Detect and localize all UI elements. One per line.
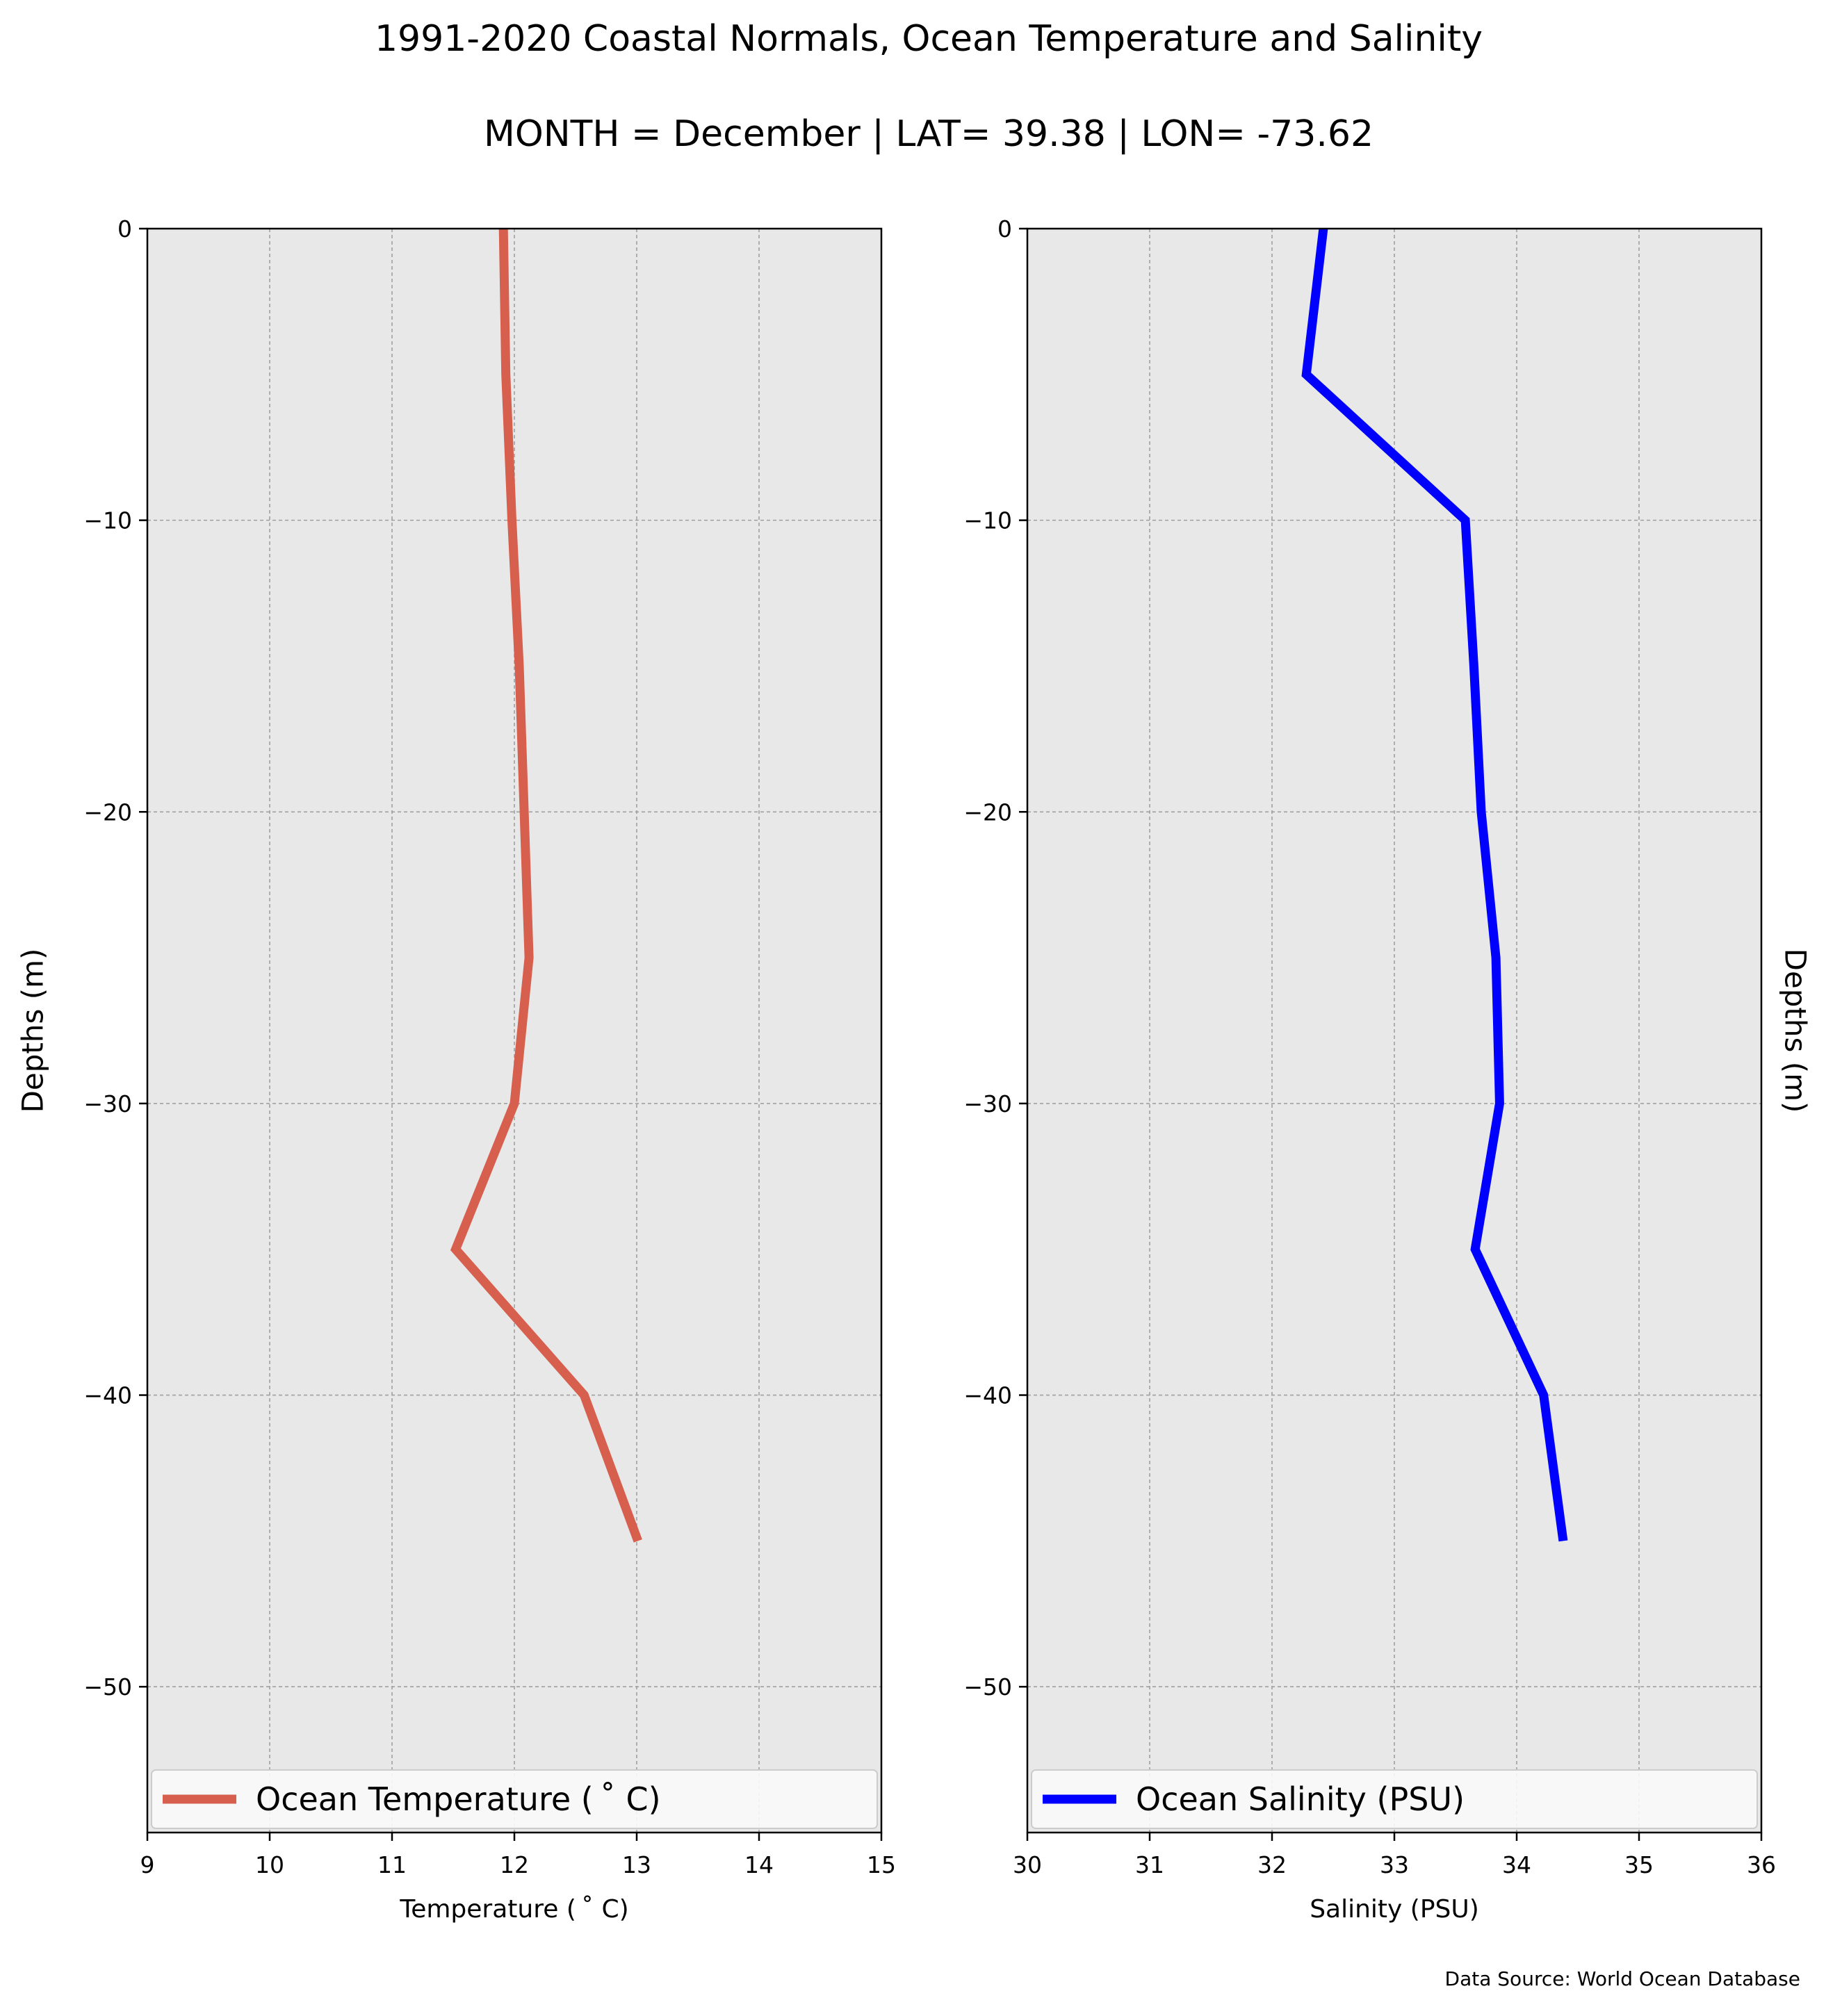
salinity-x-tick-label: 32 [1257,1851,1287,1878]
salinity-legend-label: Ocean Salinity (PSU) [1136,1780,1465,1818]
salinity-panel: Ocean Salinity (PSU) 30 31 32 33 34 35 36 0 −10… [963,215,1812,1924]
salinity-x-tick-label: 30 [1013,1851,1042,1878]
salinity-y-tick-label: −40 [963,1382,1012,1409]
temperature-y-tick-label: −20 [83,798,132,826]
temperature-series-line [450,228,642,1543]
chart-title: 1991-2020 Coastal Normals, Ocean Tempera… [375,18,1483,60]
salinity-legend-box [1031,1769,1758,1829]
temperature-x-tick-label: 12 [500,1851,529,1878]
salinity-y-tick-label: −50 [963,1673,1012,1701]
temperature-y-tick-label: −10 [83,507,132,534]
temperature-legend-box [151,1769,878,1829]
temperature-x-axis-label: Temperature ( ˚ C) [399,1895,628,1924]
salinity-x-tick-label: 31 [1135,1851,1164,1878]
salinity-y-tick-label: −10 [963,507,1012,534]
salinity-x-tick-label: 33 [1380,1851,1409,1878]
chart-subtitle: MONTH = December | LAT= 39.38 | LON= -73… [484,113,1374,155]
temperature-y-tick-label: −50 [83,1673,132,1701]
temperature-y-tick-label: −30 [83,1090,132,1117]
salinity-x-ticks: 30 31 32 33 34 35 36 [1013,1833,1776,1878]
salinity-x-tick-label: 35 [1624,1851,1654,1878]
data-source-note: Data Source: World Ocean Database [1445,1967,1800,1990]
temperature-panel: Ocean Temperature ( ˚ C) 9 10 11 12 13 14 15 0… [16,215,897,1924]
temperature-legend-label: Ocean Temperature ( ˚ C) [256,1780,661,1818]
temperature-legend: Ocean Temperature ( ˚ C) [151,1769,878,1829]
salinity-legend: Ocean Salinity (PSU) [1031,1769,1758,1829]
salinity-y-ticks: 0 −10 −20 −30 −40 −50 [963,215,1027,1701]
temperature-y-axis-label: Depths (m) [16,949,50,1113]
temperature-x-tick-label: 14 [744,1851,774,1878]
salinity-x-tick-label: 34 [1502,1851,1531,1878]
salinity-x-axis-label: Salinity (PSU) [1310,1895,1479,1924]
salinity-x-tick-label: 36 [1747,1851,1776,1878]
temperature-x-ticks: 9 10 11 12 13 14 15 [140,1833,896,1878]
temperature-x-tick-label: 11 [377,1851,407,1878]
temperature-y-tick-label: 0 [117,215,132,243]
temperature-x-tick-label: 13 [622,1851,651,1878]
salinity-series-line [1301,228,1568,1542]
temperature-y-ticks: 0 −10 −20 −30 −40 −50 [83,215,147,1701]
temperature-x-tick-label: 9 [140,1851,155,1878]
salinity-y-tick-label: −30 [963,1090,1012,1117]
salinity-y-axis-label: Depths (m) [1779,949,1813,1113]
salinity-y-tick-label: 0 [997,215,1012,243]
temperature-x-tick-label: 10 [255,1851,284,1878]
temperature-y-tick-label: −40 [83,1382,132,1409]
temperature-x-tick-label: 15 [867,1851,896,1878]
salinity-y-tick-label: −20 [963,798,1012,826]
